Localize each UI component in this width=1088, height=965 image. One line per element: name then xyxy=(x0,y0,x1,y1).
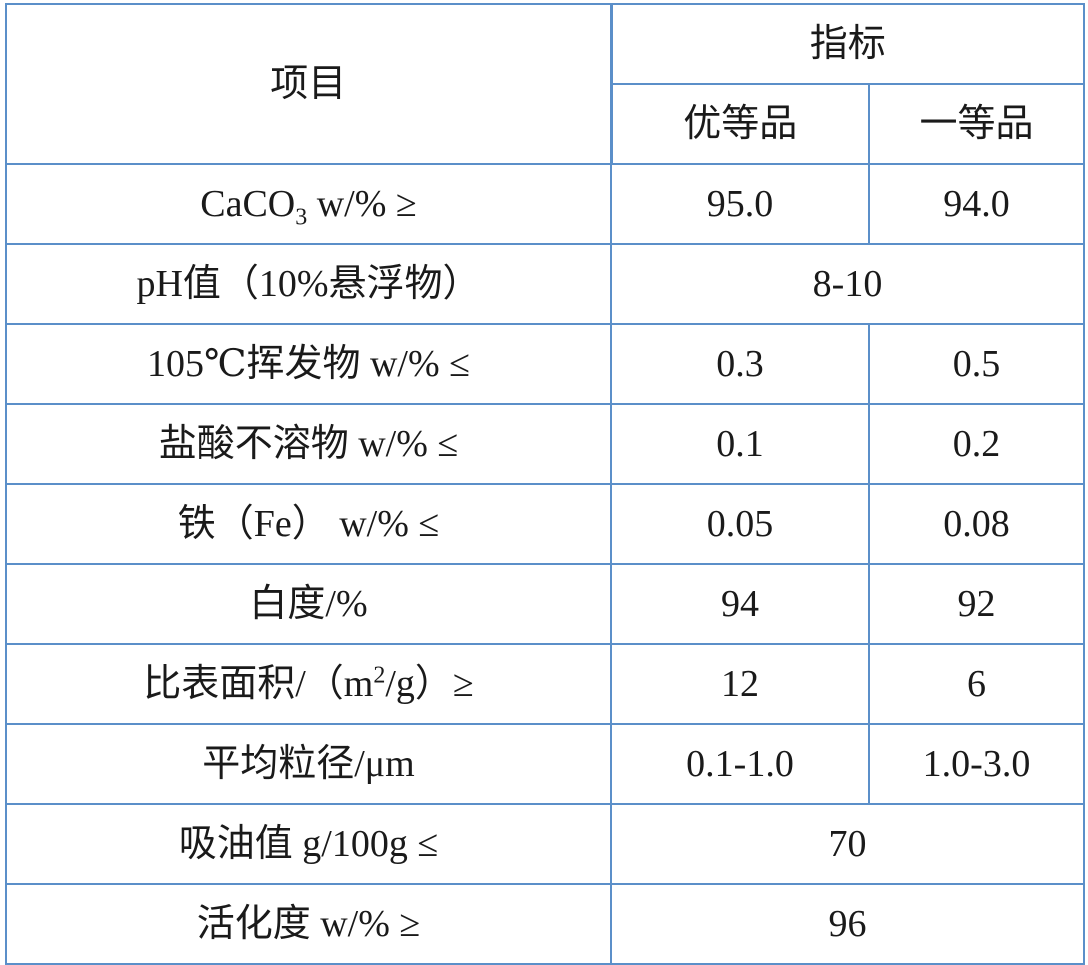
header-row-2: 优等品 一等品 xyxy=(6,83,1086,165)
table-row: 105℃挥发物 w/% ≤ 0.3 0.5 xyxy=(5,323,1086,405)
row-label: 吸油值 g/100g ≤ xyxy=(5,803,612,885)
row-value-grade-2: 92 xyxy=(867,563,1086,645)
table-row: 活化度 w/% ≥ 96 xyxy=(5,883,1086,965)
header-group: 指标 xyxy=(609,3,1086,85)
spec-table: 项目 指标 优等品 一等品 CaCO3 w/% ≥ 95.0 94.0 pH值（… xyxy=(5,3,1086,965)
table-row: 盐酸不溶物 w/% ≤ 0.1 0.2 xyxy=(5,403,1086,485)
row-value-grade-1: 12 xyxy=(610,643,870,725)
row-label: 105℃挥发物 w/% ≤ xyxy=(5,323,612,405)
table-row: 平均粒径/μm 0.1-1.0 1.0-3.0 xyxy=(5,723,1086,805)
header-row-1: 项目 指标 xyxy=(5,3,1086,165)
row-value-merged: 8-10 xyxy=(609,243,1086,325)
row-value-grade-2: 94.0 xyxy=(867,163,1086,245)
table-row: 铁（Fe） w/% ≤ 0.05 0.08 xyxy=(5,483,1086,565)
header-grade-1: 优等品 xyxy=(610,83,870,165)
row-value-merged: 96 xyxy=(609,883,1086,965)
row-value-grade-2: 0.2 xyxy=(867,403,1086,485)
row-value-grade-1: 0.3 xyxy=(610,323,870,405)
row-label: pH值（10%悬浮物） xyxy=(5,243,612,325)
row-label: CaCO3 w/% ≥ xyxy=(5,163,612,245)
row-label: 活化度 w/% ≥ xyxy=(5,883,612,965)
row-label: 铁（Fe） w/% ≤ xyxy=(5,483,612,565)
table-row: pH值（10%悬浮物） 8-10 xyxy=(5,243,1086,325)
row-label: 平均粒径/μm xyxy=(5,723,612,805)
row-label: 白度/% xyxy=(5,563,612,645)
row-value-grade-2: 6 xyxy=(867,643,1086,725)
row-label: 比表面积/（m2/g）≥ xyxy=(5,643,612,725)
row-value-grade-1: 0.1 xyxy=(610,403,870,485)
table-row: CaCO3 w/% ≥ 95.0 94.0 xyxy=(5,163,1086,245)
row-value-grade-1: 0.05 xyxy=(610,483,870,565)
table-row: 比表面积/（m2/g）≥ 12 6 xyxy=(5,643,1086,725)
row-value-grade-1: 95.0 xyxy=(610,163,870,245)
row-value-grade-2: 0.5 xyxy=(867,323,1086,405)
table-row: 吸油值 g/100g ≤ 70 xyxy=(5,803,1086,885)
row-value-grade-1: 0.1-1.0 xyxy=(610,723,870,805)
header-item: 项目 xyxy=(5,3,613,165)
row-value-merged: 70 xyxy=(609,803,1086,885)
row-value-grade-2: 1.0-3.0 xyxy=(867,723,1086,805)
header-grade-2: 一等品 xyxy=(867,83,1086,165)
row-label: 盐酸不溶物 w/% ≤ xyxy=(5,403,612,485)
table-row: 白度/% 94 92 xyxy=(5,563,1086,645)
row-value-grade-2: 0.08 xyxy=(867,483,1086,565)
row-value-grade-1: 94 xyxy=(610,563,870,645)
